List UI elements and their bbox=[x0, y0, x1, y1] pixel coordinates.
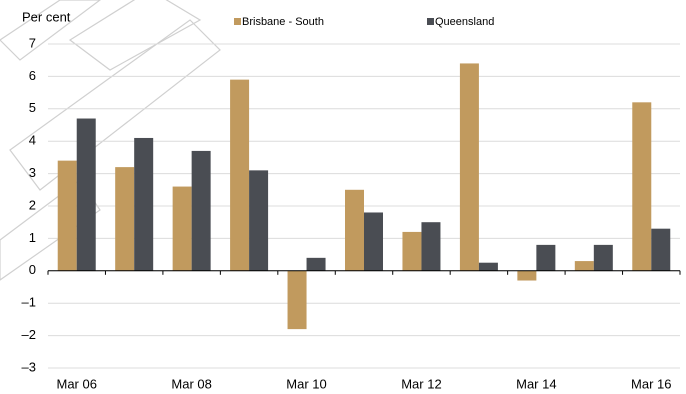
bar bbox=[57, 160, 77, 271]
legend-text: Queensland bbox=[435, 16, 494, 28]
y-tick-label: 0 bbox=[29, 262, 36, 277]
bar bbox=[402, 231, 422, 271]
bar bbox=[364, 212, 383, 271]
legend-swatch bbox=[427, 18, 434, 25]
y-tick-label: 1 bbox=[29, 230, 36, 245]
bar bbox=[287, 270, 307, 330]
bar bbox=[632, 102, 652, 271]
bar bbox=[574, 261, 594, 271]
bar bbox=[134, 137, 154, 271]
y-tick-label: –1 bbox=[22, 295, 36, 310]
bar bbox=[517, 270, 537, 281]
y-tick-label: 2 bbox=[29, 197, 36, 212]
y-tick-label: –3 bbox=[22, 359, 36, 374]
bar bbox=[345, 189, 364, 271]
legend-swatch bbox=[234, 18, 241, 25]
bar bbox=[478, 262, 498, 271]
y-tick-label: 4 bbox=[29, 133, 36, 148]
bar bbox=[421, 222, 441, 271]
x-tick-label: Mar 14 bbox=[516, 376, 556, 391]
bar bbox=[115, 167, 135, 271]
x-tick-label: Mar 08 bbox=[171, 376, 211, 391]
y-tick-label: 7 bbox=[29, 35, 36, 50]
bar bbox=[536, 244, 556, 271]
y-axis-label: Per cent bbox=[22, 9, 71, 24]
x-tick-label: Mar 12 bbox=[401, 376, 441, 391]
bar bbox=[230, 79, 250, 271]
x-tick-label: Mar 10 bbox=[286, 376, 326, 391]
bar bbox=[306, 257, 326, 271]
bar bbox=[593, 244, 613, 271]
bar bbox=[191, 150, 211, 271]
bar bbox=[249, 170, 269, 271]
bar bbox=[172, 186, 192, 271]
x-tick-label: Mar 16 bbox=[631, 376, 671, 391]
bar bbox=[651, 228, 671, 271]
legend-text: Brisbane - South bbox=[242, 16, 324, 28]
y-tick-label: 3 bbox=[29, 165, 36, 180]
bar bbox=[76, 118, 96, 271]
y-tick-label: –2 bbox=[22, 327, 36, 342]
watermark bbox=[0, 0, 221, 281]
y-tick-label: 5 bbox=[29, 100, 36, 115]
bar bbox=[459, 63, 479, 271]
x-tick-label: Mar 06 bbox=[56, 376, 96, 391]
y-tick-label: 6 bbox=[29, 68, 36, 83]
